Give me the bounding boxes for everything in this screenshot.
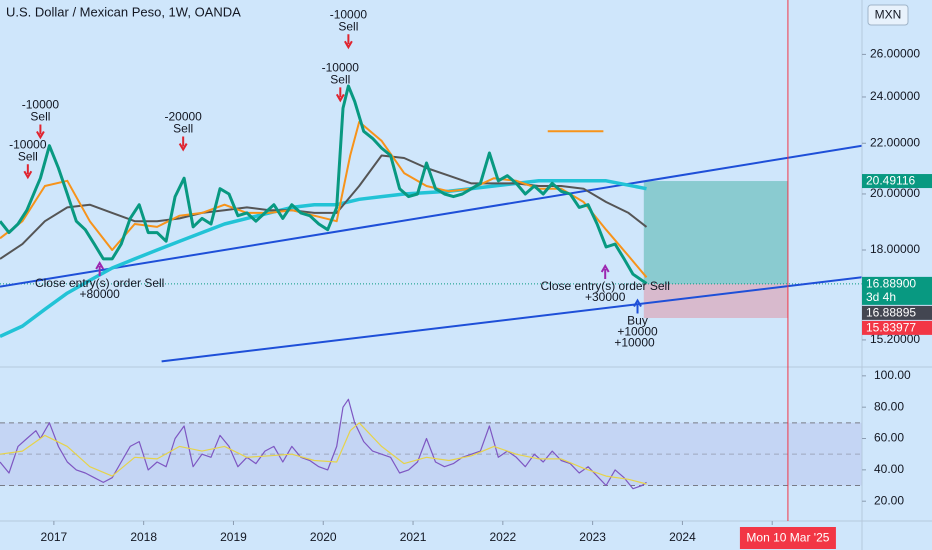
annotation-text: Sell (18, 149, 38, 163)
annotation-text: -10000 (330, 7, 368, 21)
trend-line (0, 144, 862, 288)
rsi-pane (0, 398, 862, 490)
annotation-text: Close entry(s) order Sell (541, 279, 670, 293)
annotation-text: Sell (173, 122, 193, 136)
chart-title: U.S. Dollar / Mexican Peso, 1W, OANDA (6, 4, 241, 19)
currency: MXN (875, 8, 902, 22)
x-tick-label: 2017 (41, 530, 68, 544)
x-tick-label: 2020 (310, 530, 337, 544)
countdown: 3d 4h (866, 290, 896, 304)
price-tag (862, 174, 932, 189)
y-tick-label: 20.00 (874, 493, 904, 507)
price-tag-label: 20.49116 (866, 174, 915, 188)
annotation-text: -10000 (322, 61, 360, 75)
annotation-text: Sell (330, 73, 350, 87)
x-tick-label: 2023 (579, 530, 606, 544)
y-tick-label: 100.00 (874, 368, 911, 382)
price-tag-label: 15.83977 (866, 321, 916, 335)
series-line (0, 422, 647, 485)
trend-line (161, 276, 862, 363)
annotation-text: -10000 (9, 137, 47, 151)
y-tick-label: 26.00000 (870, 47, 920, 61)
x-tick-label: 2021 (400, 530, 427, 544)
profit-zone (643, 181, 788, 284)
annotation-text: +30000 (585, 290, 626, 304)
y-tick-label: 15.20000 (870, 332, 920, 346)
cursor-date: Mon 10 Mar '25 (746, 531, 829, 545)
price-tag (862, 305, 932, 320)
entry-arrow (600, 263, 610, 279)
y-tick-label: 40.00 (874, 462, 904, 476)
sell-arrow (23, 164, 33, 180)
y-tick-label: 18.00000 (870, 242, 920, 256)
price-tag-label: 16.88900 (866, 277, 916, 291)
y-tick-label: 22.00000 (870, 135, 920, 149)
sell-arrow (178, 136, 188, 152)
annotation-text: +10000 (614, 336, 655, 350)
y-tick-label: 60.00 (874, 431, 904, 445)
price-tag (862, 320, 932, 335)
y-tick-label: 24.00000 (870, 89, 920, 103)
price-tag (862, 276, 932, 305)
series-line (0, 154, 648, 260)
sell-arrow (36, 124, 45, 140)
entry-arrow (633, 298, 642, 314)
annotation-text: Buy (627, 314, 648, 328)
annotation-text: +10000 (617, 325, 658, 339)
y-tick-label: 20.00000 (870, 186, 920, 200)
annotation-text: -20000 (164, 110, 202, 124)
annotation-text: Close entry(s) order Sell (35, 276, 164, 290)
sell-arrow (335, 87, 345, 103)
annotation-text: Sell (30, 110, 50, 124)
sell-arrow (344, 34, 353, 50)
x-tick-label: 2022 (489, 530, 516, 544)
annotation-text: -10000 (22, 98, 60, 112)
series-line (0, 84, 648, 285)
y-tick-label: 80.00 (874, 399, 904, 413)
currency-box[interactable] (867, 4, 909, 26)
annotation-text: Sell (338, 19, 358, 33)
price-tag-label: 16.88895 (866, 306, 916, 320)
x-tick-label: 2024 (669, 530, 696, 544)
entry-arrow (95, 260, 105, 276)
x-tick-label: 2018 (130, 530, 157, 544)
annotation-text: +80000 (79, 287, 120, 301)
x-tick-label: 2019 (220, 530, 247, 544)
cursor-date-box (739, 527, 836, 549)
